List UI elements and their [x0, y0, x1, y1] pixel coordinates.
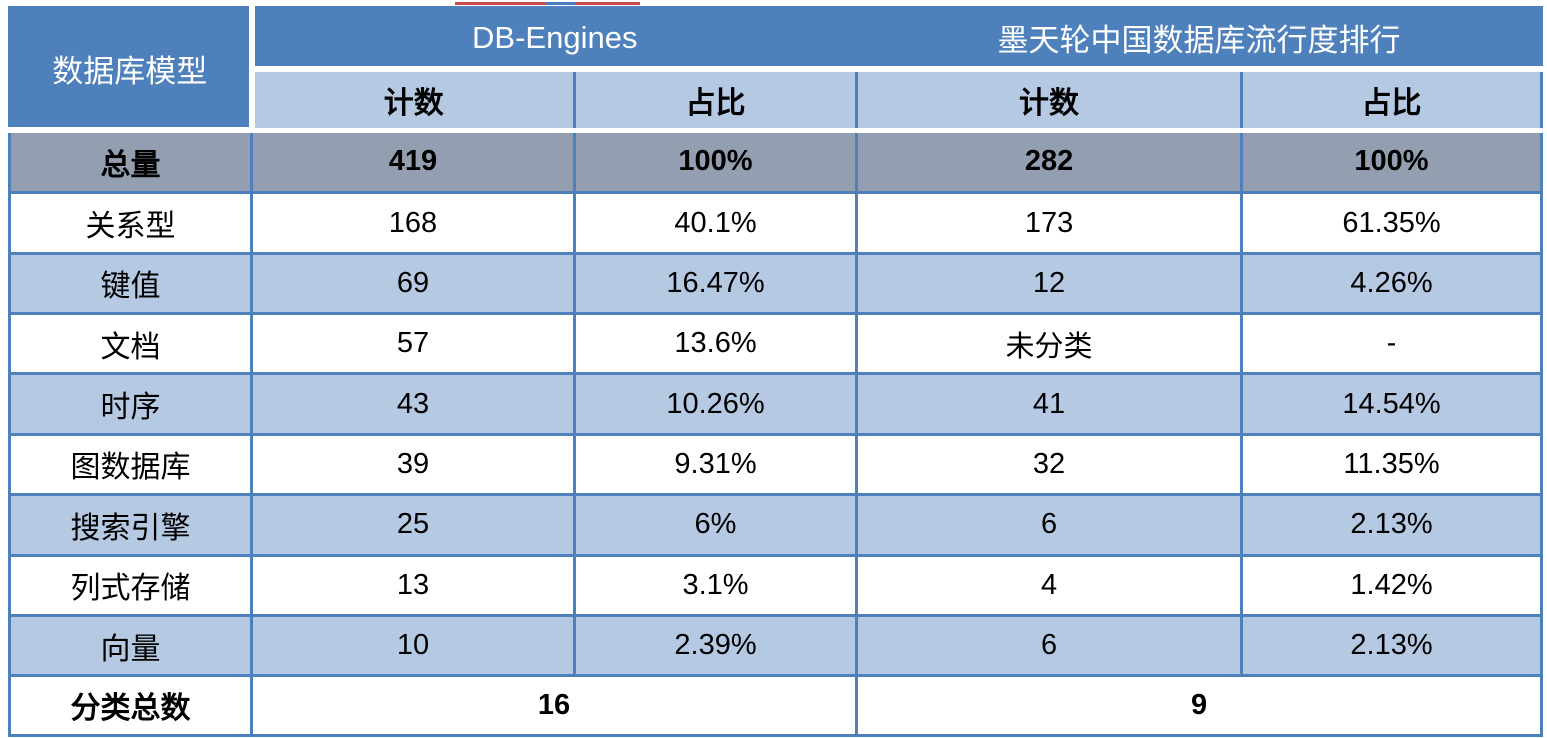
cell-value: 2.13% [1240, 613, 1544, 678]
cell-value: 6 [855, 493, 1244, 557]
column-header-database-model: 数据库模型 [8, 6, 255, 133]
cell-value: 61.35% [1240, 191, 1544, 255]
cell-value: 41 [855, 372, 1244, 436]
cell-value: 未分类 [855, 312, 1244, 376]
table-row-time-series: 时序 43 10.26% 41 14.54% [8, 372, 1544, 436]
cell-value: 9.31% [572, 432, 859, 497]
cell-value: 39 [250, 432, 576, 497]
row-label: 分类总数 [8, 674, 253, 737]
table-row-graph: 图数据库 39 9.31% 32 11.35% [8, 432, 1544, 497]
cell-value: 13 [250, 553, 576, 617]
cell-value: 69 [250, 251, 576, 316]
cell-value: 16.47% [572, 251, 859, 316]
column-group-db-engines: DB-Engines [249, 6, 859, 73]
row-label: 关系型 [8, 191, 253, 255]
header-row-groups: 数据库模型 DB-Engines 墨天轮中国数据库流行度排行 [8, 6, 1544, 133]
cell-value: 43 [250, 372, 576, 436]
cell-value: 2.39% [572, 613, 859, 678]
cell-value: 6% [572, 493, 859, 557]
row-label: 文档 [8, 312, 253, 376]
cell-value: 40.1% [572, 191, 859, 255]
row-label: 时序 [8, 372, 253, 436]
cell-value: 4 [855, 553, 1244, 617]
cell-value: 57 [250, 312, 576, 376]
table-row-vector: 向量 10 2.39% 6 2.13% [8, 613, 1544, 678]
table-row-column-store: 列式存储 13 3.1% 4 1.42% [8, 553, 1544, 617]
top-crop-artifact-blue [545, 2, 575, 5]
cell-value: 10.26% [572, 372, 859, 436]
table-row-document: 文档 57 13.6% 未分类 - [8, 312, 1544, 376]
cell-value: 32 [855, 432, 1244, 497]
cell-value: 25 [250, 493, 576, 557]
table-row-search-engine: 搜索引擎 25 6% 6 2.13% [8, 493, 1544, 557]
cell-value: 173 [855, 191, 1244, 255]
row-label: 列式存储 [8, 553, 253, 617]
cell-value: 6 [855, 613, 1244, 678]
subheader-modb-count: 计数 [855, 67, 1244, 133]
table-row-total: 总量 419 100% 282 100% [8, 128, 1544, 195]
cell-value: 12 [855, 251, 1244, 316]
cell-value: 100% [572, 128, 859, 195]
row-label: 向量 [8, 613, 253, 678]
cell-value: 11.35% [1240, 432, 1544, 497]
subheader-dbengines-count: 计数 [250, 67, 576, 133]
cell-value: 10 [250, 613, 576, 678]
cell-value: 4.26% [1240, 251, 1544, 316]
table-row-key-value: 键值 69 16.47% 12 4.26% [8, 251, 1544, 316]
cell-value: 3.1% [572, 553, 859, 617]
top-crop-artifact-red2 [575, 2, 640, 5]
subheader-dbengines-percent: 占比 [572, 67, 859, 133]
cell-dbengines-category-total: 16 [249, 674, 859, 737]
cell-value: 168 [250, 191, 576, 255]
column-group-modb-ranking: 墨天轮中国数据库流行度排行 [855, 6, 1544, 73]
table-row-relational: 关系型 168 40.1% 173 61.35% [8, 191, 1544, 255]
row-label: 搜索引擎 [8, 493, 253, 557]
cell-value: 282 [855, 128, 1244, 195]
cell-value: 2.13% [1240, 493, 1544, 557]
row-label: 键值 [8, 251, 253, 316]
row-label: 总量 [8, 128, 253, 195]
database-model-comparison-table: 数据库模型 DB-Engines 墨天轮中国数据库流行度排行 计数 占比 计数 … [8, 6, 1544, 737]
cell-value: - [1240, 312, 1544, 376]
table-row-category-total: 分类总数 16 9 [8, 674, 1544, 737]
cell-value: 100% [1240, 128, 1544, 195]
top-crop-artifact-red [455, 2, 545, 5]
row-label: 图数据库 [8, 432, 253, 497]
subheader-modb-percent: 占比 [1240, 67, 1544, 133]
cell-value: 1.42% [1240, 553, 1544, 617]
cell-value: 13.6% [572, 312, 859, 376]
cell-value: 14.54% [1240, 372, 1544, 436]
cell-modb-category-total: 9 [855, 674, 1544, 737]
header-row-subcolumns: 计数 占比 计数 占比 [10, 67, 1544, 133]
cell-value: 419 [250, 128, 576, 195]
